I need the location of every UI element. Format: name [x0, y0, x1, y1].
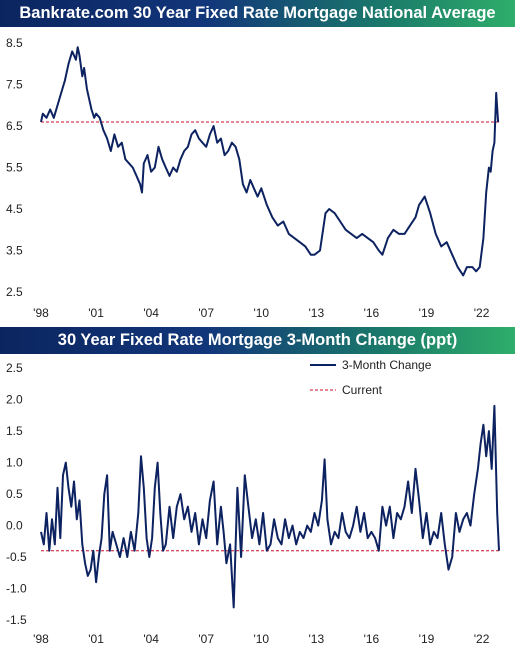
x-tick-label: '07: [198, 632, 214, 646]
x-tick-label: '16: [364, 632, 380, 646]
x-tick-label: '04: [143, 306, 159, 320]
chart-title-3-month-change: 30 Year Fixed Rate Mortgage 3-Month Chan…: [0, 327, 515, 354]
x-tick-label: '01: [88, 632, 104, 646]
chart-title-mortgage-rate: Bankrate.com 30 Year Fixed Rate Mortgage…: [0, 0, 515, 27]
y-tick-label: 1.5: [6, 424, 23, 438]
y-tick-label: 2.0: [6, 393, 23, 407]
series-line: [40, 46, 500, 277]
y-tick-label: 8.5: [6, 36, 23, 50]
x-tick-label: '01: [88, 306, 104, 320]
x-tick-label: '13: [309, 632, 325, 646]
y-tick-label: 0.5: [6, 487, 23, 501]
x-tick-label: '19: [419, 632, 435, 646]
x-tick-label: '22: [474, 632, 490, 646]
y-tick-label: 2.5: [6, 361, 23, 375]
y-tick-label: 5.5: [6, 161, 23, 175]
x-tick-label: '19: [419, 306, 435, 320]
y-tick-label: 3.5: [6, 244, 23, 258]
y-tick-label: -1.0: [6, 582, 27, 596]
y-tick-label: 1.0: [6, 456, 23, 470]
x-tick-label: '98: [33, 632, 49, 646]
x-tick-label: '10: [253, 632, 269, 646]
y-tick-label: -0.5: [6, 550, 27, 564]
x-tick-label: '10: [253, 306, 269, 320]
x-tick-label: '16: [364, 306, 380, 320]
mortgage-rate-chart: 2.5 3.5 4.5 5.5 6.5 7.5 8.5 '98 '01 '04 '07 '10 '13 '…: [6, 36, 500, 320]
y-tick-label: 4.5: [6, 202, 23, 216]
legend-label-current: Current: [342, 383, 383, 397]
y-tick-label: 2.5: [6, 285, 23, 299]
y-tick-label: 0.0: [6, 519, 23, 533]
x-tick-label: '13: [309, 306, 325, 320]
x-tick-label: '07: [198, 306, 214, 320]
y-tick-label: 7.5: [6, 78, 23, 92]
legend-label-series: 3-Month Change: [342, 358, 432, 372]
x-tick-label: '04: [143, 632, 159, 646]
y-tick-label: -1.5: [6, 613, 27, 627]
x-tick-label: '98: [33, 306, 49, 320]
three-month-change-chart: -1.5 -1.0 -0.5 0.0 0.5 1.0 1.5 2.0 2.5 '98 '01 '04 '…: [6, 358, 500, 646]
series-line: [40, 404, 500, 609]
x-tick-label: '22: [474, 306, 490, 320]
y-tick-label: 6.5: [6, 119, 23, 133]
